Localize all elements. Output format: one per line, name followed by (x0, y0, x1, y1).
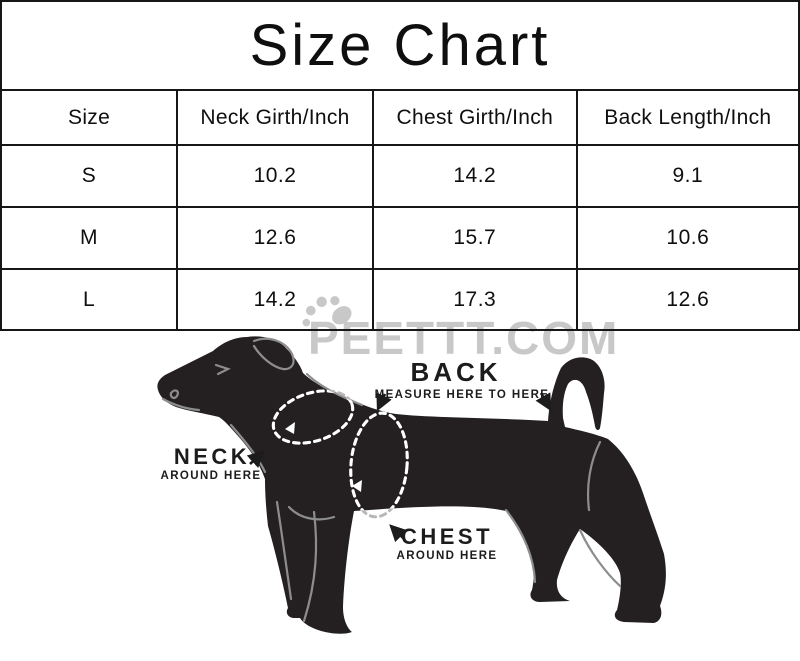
chest-muscle-line (287, 505, 336, 521)
neck-girth-ellipse (271, 389, 355, 445)
cell-back: 9.1 (575, 144, 800, 208)
nostril-mark (169, 389, 179, 399)
cell-neck: 14.2 (176, 268, 374, 331)
hind-leg-line-2 (578, 528, 622, 588)
dog-detail-lines (161, 337, 622, 623)
page-title: Size Chart (2, 2, 798, 91)
cell-size: M (0, 206, 179, 270)
cell-neck: 12.6 (176, 206, 374, 270)
throat-line (229, 423, 267, 474)
neck-sublabel: AROUND HERE (160, 470, 261, 482)
eye-mark (214, 363, 231, 376)
col-header-back: Back Length/Inch (575, 90, 800, 146)
chest-arrow-icon (389, 524, 408, 543)
cell-size: S (0, 144, 179, 208)
cell-chest: 15.7 (371, 206, 578, 270)
neck-label: NECK (174, 444, 250, 469)
cell-neck: 10.2 (176, 144, 374, 208)
haunch-line (586, 440, 602, 512)
cell-chest: 14.2 (371, 144, 578, 208)
size-chart-table: Size Chart Size Neck Girth/Inch Chest Gi… (0, 0, 800, 331)
chest-sublabel: AROUND HERE (396, 550, 497, 562)
cell-size: L (0, 268, 179, 331)
size-table: Size Neck Girth/Inch Chest Girth/Inch Ba… (0, 90, 800, 331)
back-left-arrow-icon (376, 392, 392, 412)
back-sublabel: MEASURE HERE TO HERE (375, 389, 550, 401)
front-leg-line-2 (302, 510, 318, 623)
chest-girth-ellipse (349, 411, 409, 519)
back-right-arrow-icon (535, 392, 552, 412)
col-header-size: Size (0, 90, 179, 146)
ear-line (252, 337, 295, 371)
mouth-line (161, 397, 201, 412)
front-leg-line-1 (275, 500, 293, 601)
cell-chest: 17.3 (371, 268, 578, 331)
header-row: Size Neck Girth/Inch Chest Girth/Inch Ba… (0, 90, 800, 146)
neck-arrow-icon (246, 450, 265, 468)
cell-back: 12.6 (575, 268, 800, 331)
col-header-neck: Neck Girth/Inch (176, 90, 374, 146)
cell-back: 10.6 (575, 206, 800, 270)
col-header-chest: Chest Girth/Inch (371, 90, 578, 146)
table-row-l: L 14.2 17.3 12.6 (0, 268, 800, 331)
chest-label: CHEST (401, 524, 493, 549)
hind-leg-line-1 (504, 508, 537, 584)
dog-measurement-diagram: BACK MEASURE HERE TO HERE NECK AROUND HE… (157, 336, 666, 634)
back-label: BACK (410, 357, 501, 387)
table-row-m: M 12.6 15.7 10.6 (0, 206, 800, 270)
table-row-s: S 10.2 14.2 9.1 (0, 144, 800, 208)
